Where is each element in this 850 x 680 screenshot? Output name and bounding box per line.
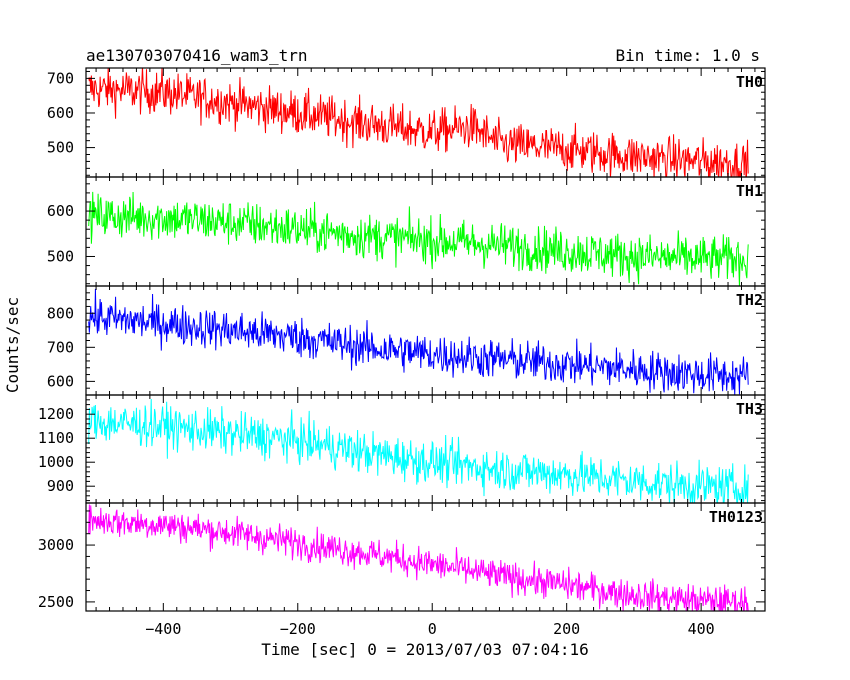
panel-frame bbox=[85, 394, 766, 504]
y-tick-label: 600 bbox=[47, 104, 74, 122]
y-tick-label: 3000 bbox=[38, 536, 74, 554]
series-line-th0 bbox=[88, 68, 749, 177]
y-tick-label: 500 bbox=[47, 139, 74, 157]
y-tick-label: 700 bbox=[47, 338, 74, 356]
x-axis: −400 −200 0 200 400 bbox=[145, 620, 714, 638]
y-tick-label: 2500 bbox=[38, 593, 74, 611]
chart-title: ae130703070416_wam3_trn bbox=[86, 46, 308, 65]
panel-th2: 600 700 800 TH2 bbox=[47, 285, 766, 396]
panels-group: 500 600 700 TH0 500 600 TH1 600 700 800 TH2 900 1000… bbox=[38, 67, 766, 612]
y-tick-label: 700 bbox=[47, 69, 74, 87]
panel-th0: 500 600 700 TH0 bbox=[47, 67, 766, 178]
panel-frame bbox=[85, 502, 766, 612]
series-name: TH3 bbox=[736, 400, 763, 418]
y-tick-label: 1200 bbox=[38, 405, 74, 423]
x-tick-label: 400 bbox=[688, 620, 715, 638]
series-name: TH0 bbox=[736, 73, 763, 91]
series-line-th1 bbox=[88, 191, 749, 286]
series-line-th0123 bbox=[88, 504, 749, 611]
y-tick-label: 1100 bbox=[38, 429, 74, 447]
panel-th1: 500 600 TH1 bbox=[47, 176, 766, 287]
series-line-th2 bbox=[88, 288, 749, 395]
y-tick-label: 600 bbox=[47, 202, 74, 220]
x-tick-label: −200 bbox=[280, 620, 316, 638]
series-name: TH2 bbox=[736, 291, 763, 309]
series-name: TH1 bbox=[736, 182, 763, 200]
x-axis-label: Time [sec] 0 = 2013/07/03 07:04:16 bbox=[261, 640, 589, 659]
y-tick-label: 800 bbox=[47, 304, 74, 322]
x-tick-label: −400 bbox=[145, 620, 181, 638]
series-line-th3 bbox=[88, 398, 749, 503]
series-name: TH0123 bbox=[709, 508, 763, 526]
x-tick-label: 200 bbox=[553, 620, 580, 638]
y-axis-label: Counts/sec bbox=[3, 297, 22, 393]
x-tick-label: 0 bbox=[428, 620, 437, 638]
y-tick-label: 600 bbox=[47, 372, 74, 390]
y-tick-label: 1000 bbox=[38, 453, 74, 471]
panel-th3: 900 1000 1100 1200 TH3 bbox=[38, 394, 766, 504]
panel-th0123: 2500 3000 TH0123 bbox=[38, 502, 766, 612]
y-tick-label: 500 bbox=[47, 247, 74, 265]
bin-time-label: Bin time: 1.0 s bbox=[616, 46, 761, 65]
y-tick-label: 900 bbox=[47, 477, 74, 495]
